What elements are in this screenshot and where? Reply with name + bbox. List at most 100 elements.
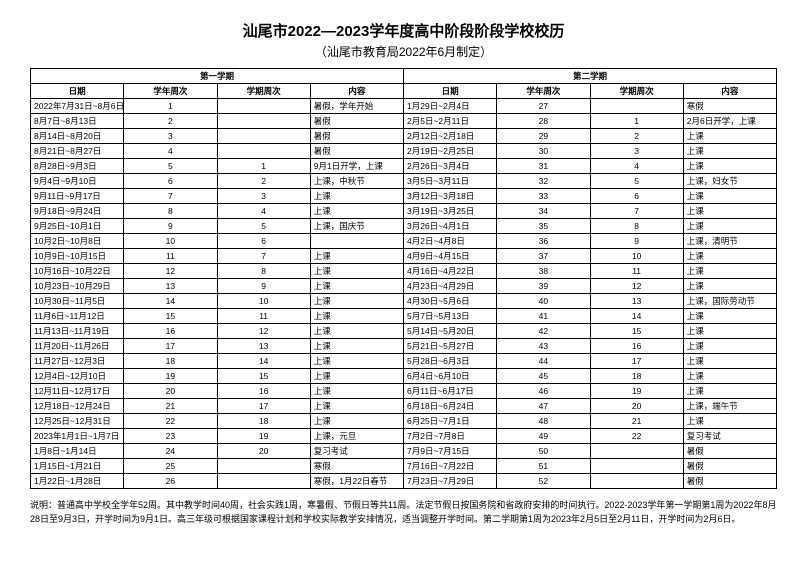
cell-yw1: 19	[124, 369, 217, 384]
cell-c2: 上课	[683, 414, 776, 429]
col-content-1: 内容	[310, 84, 403, 99]
table-row: 12月11日~12月17日2016上课6月11日~6月17日4619上课	[31, 384, 777, 399]
cell-sw2: 5	[590, 174, 683, 189]
cell-date2: 5月28日~6月3日	[404, 354, 497, 369]
cell-sw2: 19	[590, 384, 683, 399]
cell-yw1: 18	[124, 354, 217, 369]
cell-yw2: 27	[497, 99, 590, 114]
cell-yw1: 3	[124, 129, 217, 144]
cell-sw2	[590, 444, 683, 459]
cell-c2: 暑假	[683, 444, 776, 459]
table-row: 2022年7月31日~8月6日1暑假，学年开始1月29日~2月4日27寒假	[31, 99, 777, 114]
cell-c1: 上课	[310, 264, 403, 279]
cell-yw1: 25	[124, 459, 217, 474]
cell-sw1	[217, 114, 310, 129]
cell-date1: 12月18日~12月24日	[31, 399, 124, 414]
cell-c1: 上课	[310, 204, 403, 219]
cell-yw2: 35	[497, 219, 590, 234]
cell-c1: 复习考试	[310, 444, 403, 459]
cell-sw1: 8	[217, 264, 310, 279]
cell-yw2: 49	[497, 429, 590, 444]
cell-date1: 10月9日~10月15日	[31, 249, 124, 264]
cell-yw1: 9	[124, 219, 217, 234]
table-row: 10月2日~10月8日1064月2日~4月8日369上课，清明节	[31, 234, 777, 249]
cell-yw1: 24	[124, 444, 217, 459]
cell-yw1: 7	[124, 189, 217, 204]
cell-date2: 4月16日~4月22日	[404, 264, 497, 279]
cell-c2: 上课	[683, 204, 776, 219]
cell-sw2: 2	[590, 129, 683, 144]
table-row: 9月25日~10月1日95上课，国庆节3月26日~4月1日358上课	[31, 219, 777, 234]
cell-yw1: 10	[124, 234, 217, 249]
cell-c2: 上课	[683, 339, 776, 354]
cell-sw2: 10	[590, 249, 683, 264]
col-yearweek-1: 学年周次	[124, 84, 217, 99]
cell-date1: 8月28日~9月3日	[31, 159, 124, 174]
cell-date2: 6月18日~6月24日	[404, 399, 497, 414]
cell-sw1: 1	[217, 159, 310, 174]
cell-yw2: 45	[497, 369, 590, 384]
table-row: 8月28日~9月3日519月1日开学，上课2月26日~3月4日314上课	[31, 159, 777, 174]
cell-date2: 3月26日~4月1日	[404, 219, 497, 234]
cell-sw2	[590, 459, 683, 474]
col-date-1: 日期	[31, 84, 124, 99]
table-row: 10月9日~10月15日117上课4月9日~4月15日3710上课	[31, 249, 777, 264]
cell-sw1: 7	[217, 249, 310, 264]
cell-date1: 9月11日~9月17日	[31, 189, 124, 204]
col-semweek-1: 学期周次	[217, 84, 310, 99]
cell-yw1: 12	[124, 264, 217, 279]
cell-date1: 10月16日~10月22日	[31, 264, 124, 279]
cell-date2: 4月30日~5月6日	[404, 294, 497, 309]
cell-c1: 上课	[310, 339, 403, 354]
cell-yw2: 52	[497, 474, 590, 489]
cell-date1: 11月6日~11月12日	[31, 309, 124, 324]
cell-c1: 上课	[310, 354, 403, 369]
cell-c2: 上课	[683, 144, 776, 159]
cell-yw2: 40	[497, 294, 590, 309]
table-row: 1月22日~1月28日26寒假，1月22日春节7月23日~7月29日52暑假	[31, 474, 777, 489]
cell-c1: 9月1日开学，上课	[310, 159, 403, 174]
cell-c1: 上课	[310, 399, 403, 414]
table-row: 11月27日~12月3日1814上课5月28日~6月3日4417上课	[31, 354, 777, 369]
cell-date2: 4月9日~4月15日	[404, 249, 497, 264]
cell-date2: 1月29日~2月4日	[404, 99, 497, 114]
cell-date2: 7月16日~7月22日	[404, 459, 497, 474]
cell-yw2: 30	[497, 144, 590, 159]
cell-sw1: 6	[217, 234, 310, 249]
table-row: 12月4日~12月10日1915上课6月4日~6月10日4518上课	[31, 369, 777, 384]
cell-yw1: 26	[124, 474, 217, 489]
cell-sw2: 3	[590, 144, 683, 159]
cell-yw1: 22	[124, 414, 217, 429]
cell-yw1: 16	[124, 324, 217, 339]
cell-yw2: 34	[497, 204, 590, 219]
cell-date2: 7月9日~7月15日	[404, 444, 497, 459]
cell-date2: 2月5日~2月11日	[404, 114, 497, 129]
cell-date2: 3月19日~3月25日	[404, 204, 497, 219]
col-semweek-2: 学期周次	[590, 84, 683, 99]
table-row: 8月21日~8月27日4暑假2月19日~2月25日303上课	[31, 144, 777, 159]
table-row: 9月4日~9月10日62上课，中秋节3月5日~3月11日325上课，妇女节	[31, 174, 777, 189]
cell-c1: 上课	[310, 414, 403, 429]
cell-c1: 暑假	[310, 144, 403, 159]
col-content-2: 内容	[683, 84, 776, 99]
table-row: 1月8日~1月14日2420复习考试7月9日~7月15日50暑假	[31, 444, 777, 459]
cell-c1: 寒假，1月22日春节	[310, 474, 403, 489]
page-title: 汕尾市2022—2023学年度高中阶段阶段学校校历	[30, 20, 777, 41]
cell-sw1: 18	[217, 414, 310, 429]
cell-yw2: 33	[497, 189, 590, 204]
cell-date2: 3月5日~3月11日	[404, 174, 497, 189]
cell-date1: 8月21日~8月27日	[31, 144, 124, 159]
cell-c1: 上课	[310, 309, 403, 324]
table-row: 8月7日~8月13日2暑假2月5日~2月11日2812月6日开学，上课	[31, 114, 777, 129]
cell-sw1: 3	[217, 189, 310, 204]
cell-c2: 上课	[683, 249, 776, 264]
cell-date2: 6月11日~6月17日	[404, 384, 497, 399]
cell-c1: 上课	[310, 279, 403, 294]
cell-date2: 7月23日~7月29日	[404, 474, 497, 489]
cell-c2: 上课	[683, 189, 776, 204]
cell-sw2: 16	[590, 339, 683, 354]
cell-sw2	[590, 99, 683, 114]
cell-c2: 上课	[683, 264, 776, 279]
table-row: 12月18日~12月24日2117上课6月18日~6月24日4720上课，端午节	[31, 399, 777, 414]
cell-yw1: 6	[124, 174, 217, 189]
